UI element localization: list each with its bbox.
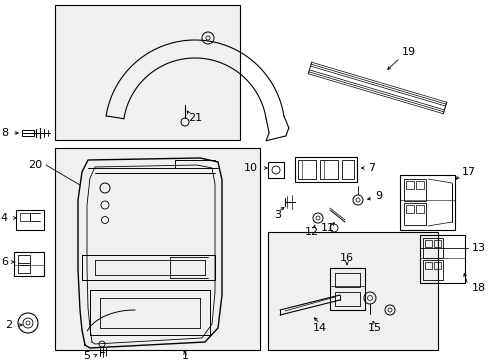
Bar bbox=[433, 240, 440, 247]
Bar bbox=[329, 268, 364, 310]
Bar bbox=[294, 157, 356, 182]
Text: 3: 3 bbox=[274, 210, 281, 220]
Text: 1: 1 bbox=[181, 351, 188, 360]
Bar bbox=[334, 292, 359, 306]
Text: 15: 15 bbox=[367, 323, 381, 333]
Text: 12: 12 bbox=[305, 227, 318, 237]
Bar bbox=[422, 238, 442, 258]
Text: 6: 6 bbox=[1, 257, 8, 267]
Text: 21: 21 bbox=[187, 113, 202, 123]
Text: 7: 7 bbox=[367, 163, 374, 173]
Bar bbox=[405, 205, 413, 213]
Bar bbox=[14, 252, 44, 276]
Text: 13: 13 bbox=[471, 243, 485, 253]
Text: 18: 18 bbox=[471, 283, 485, 293]
Bar bbox=[20, 213, 30, 221]
Bar bbox=[18, 255, 30, 265]
Bar bbox=[422, 260, 442, 280]
Bar bbox=[403, 179, 425, 201]
Bar bbox=[18, 263, 30, 273]
Bar bbox=[297, 160, 315, 179]
Bar bbox=[319, 160, 337, 179]
Bar bbox=[341, 160, 353, 179]
Bar bbox=[267, 232, 437, 350]
Bar bbox=[433, 262, 440, 269]
Text: 20: 20 bbox=[28, 160, 42, 170]
Text: 19: 19 bbox=[401, 47, 415, 57]
Bar bbox=[403, 203, 425, 225]
Bar bbox=[399, 175, 454, 230]
Bar bbox=[424, 262, 431, 269]
Bar bbox=[424, 240, 431, 247]
Bar bbox=[55, 5, 240, 140]
Text: 2: 2 bbox=[5, 320, 12, 330]
Text: 16: 16 bbox=[339, 253, 353, 263]
Bar bbox=[22, 130, 34, 136]
Bar bbox=[334, 273, 359, 287]
Text: 14: 14 bbox=[312, 323, 326, 333]
Text: 5: 5 bbox=[83, 351, 90, 360]
Text: 10: 10 bbox=[244, 163, 258, 173]
Bar bbox=[405, 181, 413, 189]
Text: 8: 8 bbox=[1, 128, 8, 138]
Bar bbox=[419, 235, 464, 283]
Bar bbox=[415, 181, 423, 189]
Bar bbox=[16, 210, 44, 230]
Text: 17: 17 bbox=[461, 167, 475, 177]
Text: 9: 9 bbox=[374, 191, 381, 201]
Text: 4: 4 bbox=[1, 213, 8, 223]
Bar bbox=[267, 162, 284, 178]
Bar bbox=[415, 205, 423, 213]
Text: 11: 11 bbox=[320, 223, 334, 233]
Bar bbox=[55, 148, 260, 350]
